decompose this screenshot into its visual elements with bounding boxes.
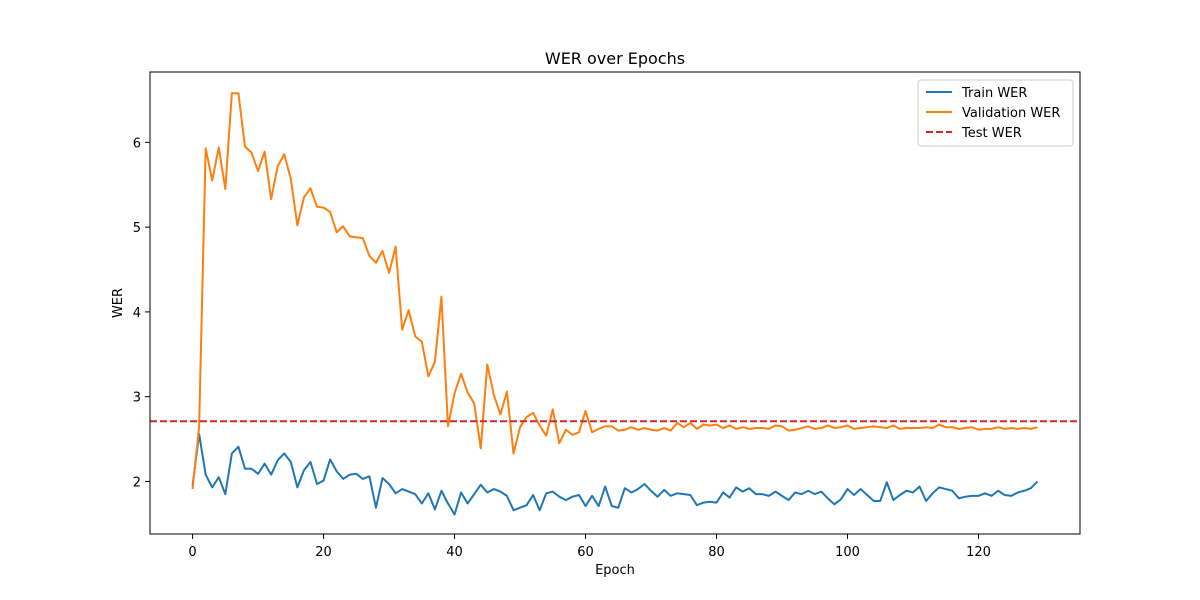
x-tick-label: 120 <box>966 545 991 560</box>
legend-box <box>917 79 1074 147</box>
y-tick-label: 3 <box>133 391 141 406</box>
legend-validation-wer-label: Validation WER <box>962 106 1060 121</box>
y-axis-title: WER <box>111 288 126 318</box>
y-tick-label: 6 <box>133 136 141 151</box>
x-tick-label: 20 <box>315 545 332 560</box>
validation-wer-line <box>191 92 1038 490</box>
y-tick-label: 5 <box>133 221 141 236</box>
x-tick-label: 80 <box>708 545 725 560</box>
x-axis-title: Epoch <box>595 563 635 578</box>
legend: Train WER Validation WER Test WER <box>917 79 1074 147</box>
x-tick-label: 0 <box>188 545 196 560</box>
legend-test-wer-label: Test WER <box>961 126 1022 141</box>
y-tick-label: 4 <box>133 306 141 321</box>
chart-title: WER over Epochs <box>545 49 685 68</box>
x-tick-label: 100 <box>835 545 860 560</box>
y-tick-label: 2 <box>133 475 141 490</box>
x-tick-label: 40 <box>446 545 463 560</box>
legend-train-wer-label: Train WER <box>961 86 1027 101</box>
plot-frame <box>149 71 1081 535</box>
x-tick-label: 60 <box>577 545 594 560</box>
train-wer-line <box>191 432 1039 516</box>
